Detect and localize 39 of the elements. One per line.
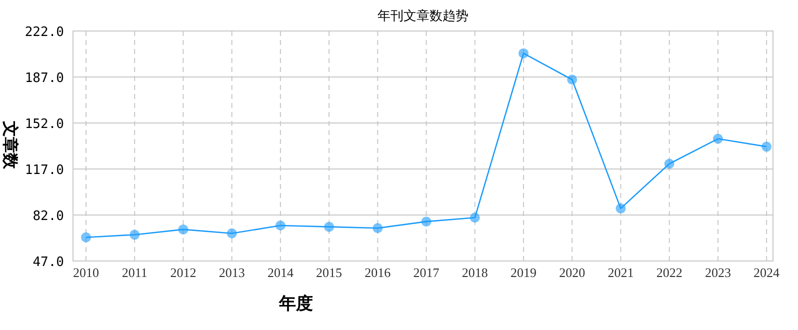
x-tick-label: 2017: [413, 265, 440, 280]
x-tick-label: 2020: [559, 265, 586, 280]
x-tick-label: 2011: [122, 265, 148, 280]
x-tick-label: 2018: [462, 265, 488, 280]
y-tick-label: 187.0: [24, 71, 64, 86]
x-tick-label: 2019: [510, 265, 536, 280]
point: [567, 74, 578, 85]
point: [470, 212, 480, 223]
point: [275, 220, 286, 231]
point: [762, 142, 772, 152]
x-axis-title: 年度: [278, 294, 313, 313]
point: [226, 228, 237, 238]
chart-title: 年刊文章数趋势: [378, 8, 468, 23]
x-tick-label: 2021: [608, 265, 634, 280]
point: [712, 134, 723, 144]
point: [616, 203, 626, 214]
y-tick-label: 222.0: [24, 25, 64, 40]
point: [518, 48, 528, 58]
y-tick-label: 82.0: [32, 209, 64, 224]
point: [178, 224, 188, 234]
point: [664, 158, 674, 169]
point: [372, 223, 383, 234]
y-tick-label: 117.0: [24, 163, 64, 178]
x-tick-label: 2012: [170, 265, 196, 280]
y-tick-label: 152.0: [24, 117, 64, 132]
point: [421, 216, 432, 227]
y-tick-label: 47.0: [32, 255, 64, 270]
point: [324, 222, 334, 232]
x-tick-label: 2016: [364, 265, 392, 280]
x-tick-label: 2022: [656, 265, 682, 280]
x-tick-label: 2015: [316, 265, 342, 280]
point: [130, 230, 140, 240]
x-tick-label: 2010: [73, 265, 99, 280]
x-tick-label: 2024: [754, 265, 780, 280]
x-tick-label: 2023: [704, 265, 731, 280]
x-tick-label: 2013: [218, 265, 245, 280]
point: [81, 232, 91, 242]
x-tick-label: 2014: [267, 265, 294, 280]
y-axis-title: 文章数: [1, 120, 19, 170]
